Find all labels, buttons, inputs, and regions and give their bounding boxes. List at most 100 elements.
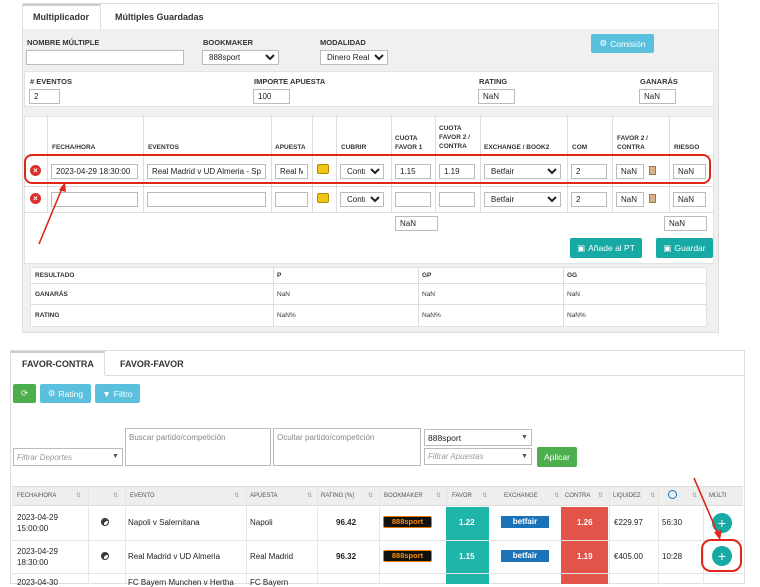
sort-icon[interactable]: ⇅ <box>368 493 374 499</box>
filtro-button[interactable]: ▼ Filtro <box>95 384 140 403</box>
deportes-filter[interactable]: Filtrar Deportes ▼ <box>13 448 123 466</box>
grid-th-fecha[interactable]: FECHA/HORA <box>17 493 57 499</box>
refresh-icon: ⟳ <box>20 388 29 398</box>
grid-th-exchange[interactable]: EXCHANGE <box>504 493 538 499</box>
grid-cell-evento[interactable]: Real Madrid v UD Almeria <box>128 552 221 561</box>
row2-favor2-input <box>616 192 644 207</box>
betfair-logo[interactable]: betfair <box>501 516 549 528</box>
tab-multiplicador-label: Multiplicador <box>33 12 89 22</box>
apuestas-filter[interactable]: Filtrar Apuestas ▼ <box>424 448 532 465</box>
results-row-label: GANARÁS <box>35 291 68 298</box>
tab-multiplicador[interactable] <box>23 4 101 29</box>
row2-cuota1-input[interactable] <box>395 192 431 207</box>
grid-cell-hora: 15:00:00 <box>17 524 49 533</box>
grid-th-liquidez[interactable]: LIQUIDEZ <box>613 493 641 499</box>
contra-cell[interactable] <box>561 507 608 540</box>
ocultar-textarea[interactable]: Ocultar partido/competición <box>273 428 421 466</box>
add-multi-button[interactable]: + <box>712 513 732 533</box>
add-multi-button[interactable]: + <box>712 546 732 566</box>
row2-evento-input[interactable] <box>147 192 266 207</box>
row2-cuota2-input[interactable] <box>439 192 475 207</box>
row2-com-input[interactable] <box>571 192 607 207</box>
favor-cell[interactable] <box>446 574 489 584</box>
grid-th-bookmaker[interactable]: BOOKMAKER <box>384 493 423 499</box>
sort-icon[interactable]: ⇅ <box>307 493 313 499</box>
grid-bookmaker-select[interactable]: 888sport ▼ <box>424 429 532 446</box>
tab-favor-favor[interactable]: FAVOR-FAVOR <box>120 359 184 369</box>
aplicar-button[interactable]: Aplicar <box>537 447 577 467</box>
row1-apuesta-input[interactable] <box>275 164 308 179</box>
guardar-button[interactable]: ▣ Guardar <box>656 238 713 258</box>
grid-th-rating[interactable]: RATING (%) <box>321 493 355 499</box>
results-cell: NaN <box>567 291 581 298</box>
tab-multiples-guardadas[interactable]: Múltiples Guardadas <box>115 12 204 22</box>
nombre-label: NOMBRE MÚLTIPLE <box>27 38 100 47</box>
rating-button-label: Rating <box>58 388 84 399</box>
modalidad-select[interactable]: Dinero Real <box>320 50 388 65</box>
comision-label: Comisión <box>610 38 646 49</box>
row1-cuota1-input[interactable] <box>395 164 431 179</box>
results-cell: NaN <box>422 291 436 298</box>
contra-cell[interactable] <box>561 574 608 584</box>
remove-row-icon[interactable]: × <box>30 165 41 176</box>
sort-icon[interactable]: ⇅ <box>436 493 442 499</box>
th-exchange: EXCHANGE / BOOK2 <box>484 144 550 151</box>
grid-th-favor[interactable]: FAVOR <box>452 493 472 499</box>
deportes-placeholder: Filtrar Deportes <box>17 453 73 462</box>
copy-icon[interactable] <box>649 166 656 175</box>
row2-fecha-input[interactable] <box>51 192 138 207</box>
filter-icon: ▼ <box>102 388 111 399</box>
row2-exchange-select[interactable]: Betfair <box>484 192 561 207</box>
grid-cell-hora: 18:30:00 <box>17 558 49 567</box>
row1-fecha-input[interactable] <box>51 164 138 179</box>
filtro-button-label: Filtro <box>113 388 133 399</box>
grid-cell-favor: 1.15 <box>459 552 475 561</box>
grid-cell-evento[interactable]: FC Bayern Munchen v Hertha <box>128 578 234 587</box>
refresh-button[interactable]: ⟳ <box>13 384 36 403</box>
remove-row-icon[interactable]: × <box>30 193 41 204</box>
comision-button[interactable]: ⚙ Comisión <box>591 34 654 53</box>
sort-icon[interactable]: ⇅ <box>76 493 82 499</box>
sort-icon[interactable]: ⇅ <box>482 493 488 499</box>
importe-input[interactable] <box>253 89 290 104</box>
sort-icon[interactable]: ⇅ <box>554 493 560 499</box>
grid-th-apuesta[interactable]: APUESTA <box>250 493 278 499</box>
row1-cubrir-select[interactable]: Contra <box>340 164 384 179</box>
favor-cell[interactable] <box>446 507 489 540</box>
rating-button[interactable]: ⚙ Rating <box>40 384 91 403</box>
sort-icon[interactable]: ⇅ <box>598 493 604 499</box>
add-pt-button[interactable]: ▣ Añade al PT <box>570 238 642 258</box>
grid-cell-fecha: 2023-04-29 <box>17 513 58 522</box>
grid-th-contra[interactable]: CONTRA <box>565 493 591 499</box>
grid-th-evento[interactable]: EVENTO <box>130 493 155 499</box>
nombre-input[interactable] <box>26 50 184 65</box>
guardar-label: Guardar <box>674 243 706 253</box>
sort-icon[interactable]: ⇅ <box>234 493 240 499</box>
favor-cell[interactable] <box>446 541 489 573</box>
buscar-textarea[interactable]: Buscar partido/competición <box>125 428 271 466</box>
copy-icon[interactable] <box>649 194 656 203</box>
row2-cubrir-select[interactable]: Contra <box>340 192 384 207</box>
bookmaker-logo-888sport[interactable]: 888sport <box>383 516 432 528</box>
eventos-input[interactable] <box>29 89 60 104</box>
row1-evento-input[interactable] <box>147 164 266 179</box>
sort-icon[interactable]: ⇅ <box>692 493 698 499</box>
clock-icon[interactable] <box>668 490 677 499</box>
lock-icon[interactable] <box>317 164 329 174</box>
bookmaker-label: BOOKMAKER <box>203 38 253 47</box>
bookmaker-logo-888sport[interactable]: 888sport <box>383 550 432 562</box>
row1-com-input[interactable] <box>571 164 607 179</box>
grid-cell-evento[interactable]: Napoli v Salernitana <box>128 518 200 527</box>
row2-apuesta-input[interactable] <box>275 192 308 207</box>
sort-icon[interactable]: ⇅ <box>113 493 119 499</box>
tab-favor-contra[interactable] <box>11 351 105 375</box>
betfair-logo[interactable]: betfair <box>501 550 549 562</box>
modalidad-label: MODALIDAD <box>320 38 366 47</box>
contra-cell[interactable] <box>561 541 608 573</box>
th-eventos: EVENTOS <box>148 144 179 151</box>
row1-cuota2-input[interactable] <box>439 164 475 179</box>
lock-icon[interactable] <box>317 193 329 203</box>
sort-icon[interactable]: ⇅ <box>650 493 656 499</box>
bookmaker-select[interactable]: 888sport <box>202 50 279 65</box>
row1-exchange-select[interactable]: Betfair <box>484 164 561 179</box>
